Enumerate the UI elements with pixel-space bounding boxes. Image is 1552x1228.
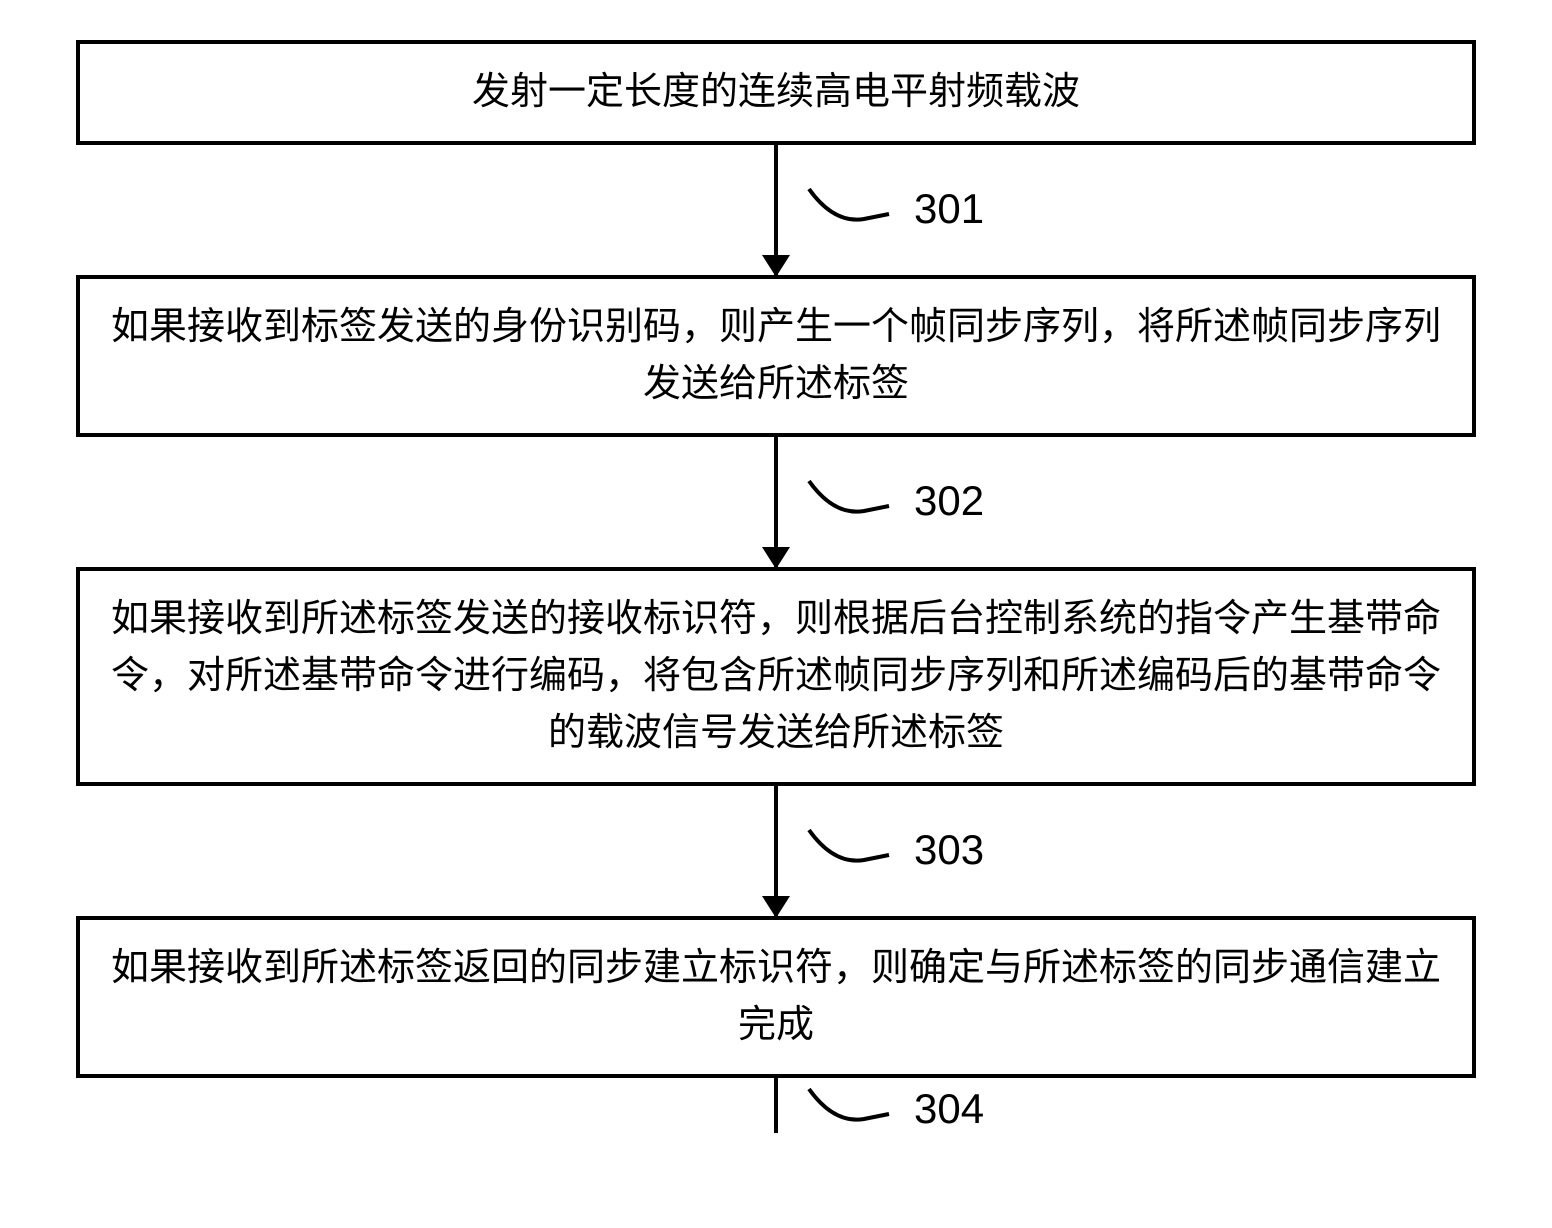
step-label-3: 303 — [804, 825, 984, 875]
arrow-line — [774, 786, 778, 916]
connector-3: 303 — [76, 786, 1476, 916]
step-label-1: 301 — [804, 184, 984, 234]
arrow-head-icon — [762, 547, 790, 569]
curve-icon — [804, 184, 894, 234]
step-number: 301 — [914, 185, 984, 233]
arrow-line — [774, 437, 778, 567]
connector-4: 304 — [76, 1078, 1476, 1188]
connector-1: 301 — [76, 145, 1476, 275]
flowchart-step-1: 发射一定长度的连续高电平射频载波 — [76, 40, 1476, 145]
arrow-line — [774, 145, 778, 275]
step-number: 304 — [914, 1085, 984, 1133]
step-text: 如果接收到所述标签发送的接收标识符，则根据后台控制系统的指令产生基带命令，对所述… — [111, 598, 1441, 754]
flowchart-step-3: 如果接收到所述标签发送的接收标识符，则根据后台控制系统的指令产生基带命令，对所述… — [76, 567, 1476, 786]
curve-icon — [804, 825, 894, 875]
step-text: 如果接收到标签发送的身份识别码，则产生一个帧同步序列，将所述帧同步序列发送给所述… — [111, 306, 1441, 405]
flowchart-container: 发射一定长度的连续高电平射频载波 301 如果接收到标签发送的身份识别码，则产生… — [76, 40, 1476, 1188]
step-number: 303 — [914, 826, 984, 874]
flowchart-step-2: 如果接收到标签发送的身份识别码，则产生一个帧同步序列，将所述帧同步序列发送给所述… — [76, 275, 1476, 437]
flowchart-step-4: 如果接收到所述标签返回的同步建立标识符，则确定与所述标签的同步通信建立完成 — [76, 916, 1476, 1078]
step-number: 302 — [914, 477, 984, 525]
arrow-line — [774, 1078, 778, 1133]
arrow-head-icon — [762, 896, 790, 918]
step-text: 如果接收到所述标签返回的同步建立标识符，则确定与所述标签的同步通信建立完成 — [111, 947, 1441, 1046]
curve-icon — [804, 1084, 894, 1134]
curve-icon — [804, 476, 894, 526]
step-label-4: 304 — [804, 1084, 984, 1134]
step-text: 发射一定长度的连续高电平射频载波 — [472, 71, 1080, 113]
connector-2: 302 — [76, 437, 1476, 567]
step-label-2: 302 — [804, 476, 984, 526]
arrow-head-icon — [762, 255, 790, 277]
